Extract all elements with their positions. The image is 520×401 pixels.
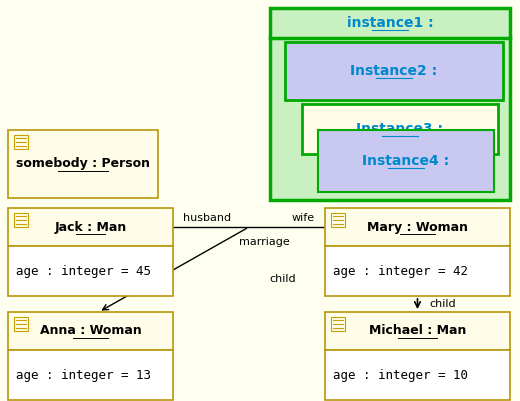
Text: age : integer = 45: age : integer = 45 xyxy=(16,265,151,277)
Bar xyxy=(8,246,173,296)
Bar xyxy=(8,208,173,246)
Bar xyxy=(8,350,173,400)
Text: child: child xyxy=(430,299,456,309)
Text: Instance4 :: Instance4 : xyxy=(362,154,450,168)
Text: wife: wife xyxy=(292,213,315,223)
Bar xyxy=(325,208,510,246)
Bar xyxy=(8,130,158,198)
Text: age : integer = 13: age : integer = 13 xyxy=(16,369,151,381)
Bar xyxy=(8,312,173,350)
Bar xyxy=(331,213,345,227)
Bar xyxy=(14,317,28,331)
Bar xyxy=(285,42,503,100)
Bar xyxy=(325,350,510,400)
Text: age : integer = 10: age : integer = 10 xyxy=(333,369,468,381)
Text: child: child xyxy=(269,275,296,284)
Text: age : integer = 42: age : integer = 42 xyxy=(333,265,468,277)
Bar xyxy=(325,246,510,296)
Text: Instance3 :: Instance3 : xyxy=(357,122,444,136)
Text: instance1 :: instance1 : xyxy=(347,16,433,30)
Bar xyxy=(331,317,345,331)
Bar xyxy=(14,135,28,149)
Text: Instance2 :: Instance2 : xyxy=(350,64,437,78)
Text: Jack : Man: Jack : Man xyxy=(55,221,127,233)
Text: somebody : Person: somebody : Person xyxy=(16,158,150,170)
Text: Anna : Woman: Anna : Woman xyxy=(40,324,141,338)
Bar xyxy=(325,312,510,350)
Bar xyxy=(14,213,28,227)
Bar xyxy=(318,130,494,192)
Text: Mary : Woman: Mary : Woman xyxy=(367,221,468,233)
Text: husband: husband xyxy=(183,213,231,223)
Text: marriage: marriage xyxy=(239,237,289,247)
Bar xyxy=(270,8,510,200)
Bar xyxy=(302,104,498,154)
Text: Michael : Man: Michael : Man xyxy=(369,324,466,338)
